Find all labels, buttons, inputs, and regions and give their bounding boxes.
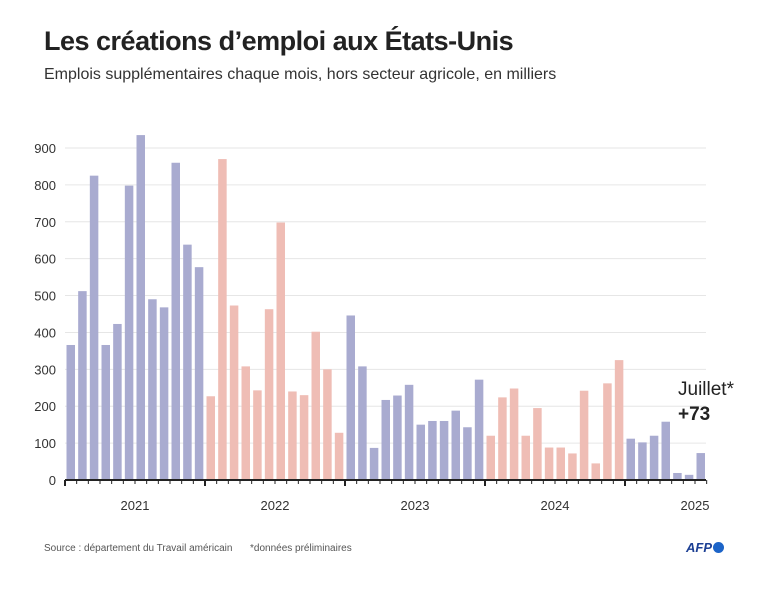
afp-logo: AFP — [686, 540, 724, 555]
bar — [626, 438, 635, 480]
chart-subtitle: Emplois supplémentaires chaque mois, hor… — [44, 66, 557, 83]
bar — [556, 447, 565, 480]
bar — [124, 185, 134, 481]
bar — [521, 435, 530, 480]
y-tick-label: 900 — [34, 141, 56, 156]
x-tick-label: 2021 — [121, 498, 150, 513]
bar — [148, 299, 157, 480]
bar — [439, 420, 449, 480]
bar — [194, 267, 204, 480]
bar — [591, 463, 600, 480]
bar — [171, 162, 180, 480]
bar — [206, 396, 215, 480]
bar — [311, 331, 320, 480]
y-tick-label: 300 — [34, 362, 56, 377]
y-tick-label: 500 — [34, 289, 56, 304]
bar — [544, 447, 554, 480]
bar — [393, 395, 402, 480]
bar — [649, 435, 659, 480]
y-tick-label: 600 — [34, 252, 56, 267]
bar — [218, 159, 227, 481]
bar — [451, 410, 460, 480]
bar — [568, 453, 577, 480]
y-tick-label: 0 — [49, 473, 56, 488]
bar — [253, 390, 262, 480]
bar — [486, 435, 495, 480]
annotation-value: +73 — [678, 404, 710, 425]
x-tick-label: 2024 — [541, 498, 570, 513]
bar — [498, 397, 507, 480]
bar — [603, 383, 612, 480]
bar — [673, 472, 682, 480]
x-tick-label: 2023 — [401, 498, 430, 513]
bar — [533, 408, 542, 480]
afp-logo-dot — [713, 542, 724, 553]
bar — [241, 366, 250, 480]
bar-chart: 0 100 200 300 400 500 600 700 800 900 2021 2022 2023… — [34, 135, 735, 513]
bar — [369, 447, 379, 480]
bar — [136, 135, 145, 481]
x-tick-label: 2025 — [681, 498, 710, 513]
bar — [89, 175, 99, 480]
bar — [334, 432, 344, 480]
bar — [299, 395, 309, 480]
x-tick-label: 2022 — [261, 498, 290, 513]
bar — [638, 442, 647, 480]
bar — [416, 424, 425, 480]
bar — [229, 305, 239, 480]
bar — [276, 222, 285, 480]
bar — [358, 366, 367, 480]
bar — [428, 420, 437, 480]
bar — [509, 388, 519, 480]
y-tick-label: 200 — [34, 399, 56, 414]
y-tick-label: 800 — [34, 178, 56, 193]
bar — [66, 344, 75, 480]
bar — [323, 369, 332, 480]
bar — [288, 391, 297, 480]
bar — [463, 427, 472, 480]
y-tick-label: 400 — [34, 325, 56, 340]
y-tick-label: 700 — [34, 215, 56, 230]
source-note: Source : département du Travail américai… — [44, 543, 233, 554]
bar — [381, 399, 390, 480]
bar — [183, 244, 192, 480]
annotation-label: Juillet* — [678, 379, 735, 400]
bar — [579, 390, 589, 480]
bar — [404, 384, 414, 480]
bar — [113, 323, 122, 480]
preliminary-note: *données préliminaires — [250, 543, 352, 554]
chart-title: Les créations d’emploi aux États-Unis — [44, 26, 514, 56]
y-tick-label: 100 — [34, 436, 56, 451]
bar — [346, 315, 355, 480]
bar — [78, 291, 87, 480]
afp-logo-text: AFP — [686, 540, 712, 555]
bar — [684, 474, 694, 480]
bar — [474, 379, 484, 480]
bar — [159, 307, 169, 480]
bar — [661, 421, 670, 480]
bar — [101, 344, 110, 480]
bar — [614, 360, 624, 480]
bar — [696, 453, 705, 480]
bar — [264, 309, 274, 480]
